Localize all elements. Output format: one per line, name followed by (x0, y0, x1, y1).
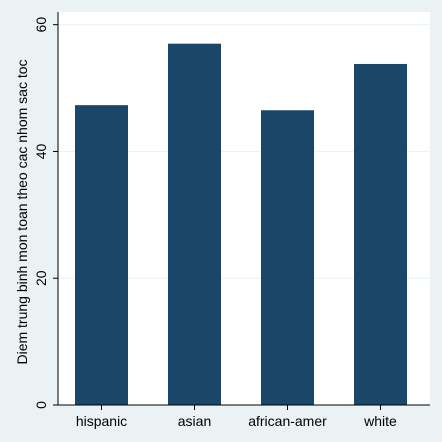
bar-asian (168, 43, 221, 406)
y-axis-ticks: 0 20 40 60 (33, 17, 58, 409)
y-tick-label: 20 (33, 270, 49, 286)
x-tick-label: hispanic (76, 413, 127, 429)
x-tick-label: african-amer (248, 413, 327, 429)
y-tick-label: 60 (33, 17, 49, 33)
bars (75, 43, 407, 406)
x-axis-labels: hispanic asian african-amer white (76, 405, 397, 429)
y-axis-title: Diem trung binh mon toan theo cac nhom s… (14, 59, 30, 364)
y-tick-label: 0 (33, 401, 49, 409)
bar-hispanic (75, 105, 128, 406)
bar-white (354, 63, 407, 406)
y-tick-label: 40 (33, 143, 49, 159)
x-tick-label: white (363, 413, 397, 429)
bar-african-amer (261, 110, 314, 405)
x-tick-label: asian (178, 413, 211, 429)
